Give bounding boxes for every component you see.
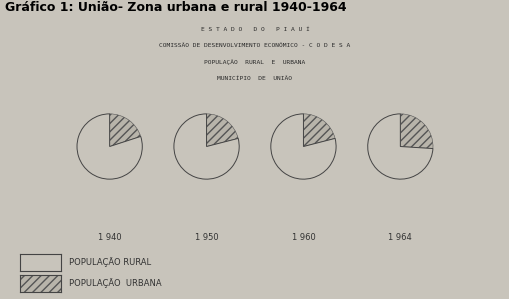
Text: Gráfico 1: União- Zona urbana e rural 1940-1964: Gráfico 1: União- Zona urbana e rural 19… xyxy=(5,1,346,14)
Wedge shape xyxy=(303,114,334,147)
Wedge shape xyxy=(367,114,432,179)
Wedge shape xyxy=(109,114,140,147)
Text: POPULAÇÃO  URBANA: POPULAÇÃO URBANA xyxy=(69,278,161,288)
Text: MUNICÍPIO  DE  UNIÃO: MUNICÍPIO DE UNIÃO xyxy=(217,76,292,81)
Text: POPULAÇÃO RURAL: POPULAÇÃO RURAL xyxy=(69,257,151,267)
Text: 1 950: 1 950 xyxy=(194,233,218,242)
Wedge shape xyxy=(400,114,432,149)
Wedge shape xyxy=(174,114,239,179)
Text: POPULAÇÃO  RURAL  E  URBANA: POPULAÇÃO RURAL E URBANA xyxy=(204,60,305,65)
Wedge shape xyxy=(270,114,335,179)
Text: 1 960: 1 960 xyxy=(291,233,315,242)
Text: 1 964: 1 964 xyxy=(388,233,411,242)
Wedge shape xyxy=(77,114,142,179)
Wedge shape xyxy=(206,114,238,147)
Text: E S T A D O   D O   P I A U Í: E S T A D O D O P I A U Í xyxy=(200,27,309,32)
Text: COMISSÃO DE DESENVOLVIMENTO ECONÔMICO - C O D E S A: COMISSÃO DE DESENVOLVIMENTO ECONÔMICO - … xyxy=(159,43,350,48)
Text: 1 940: 1 940 xyxy=(98,233,121,242)
